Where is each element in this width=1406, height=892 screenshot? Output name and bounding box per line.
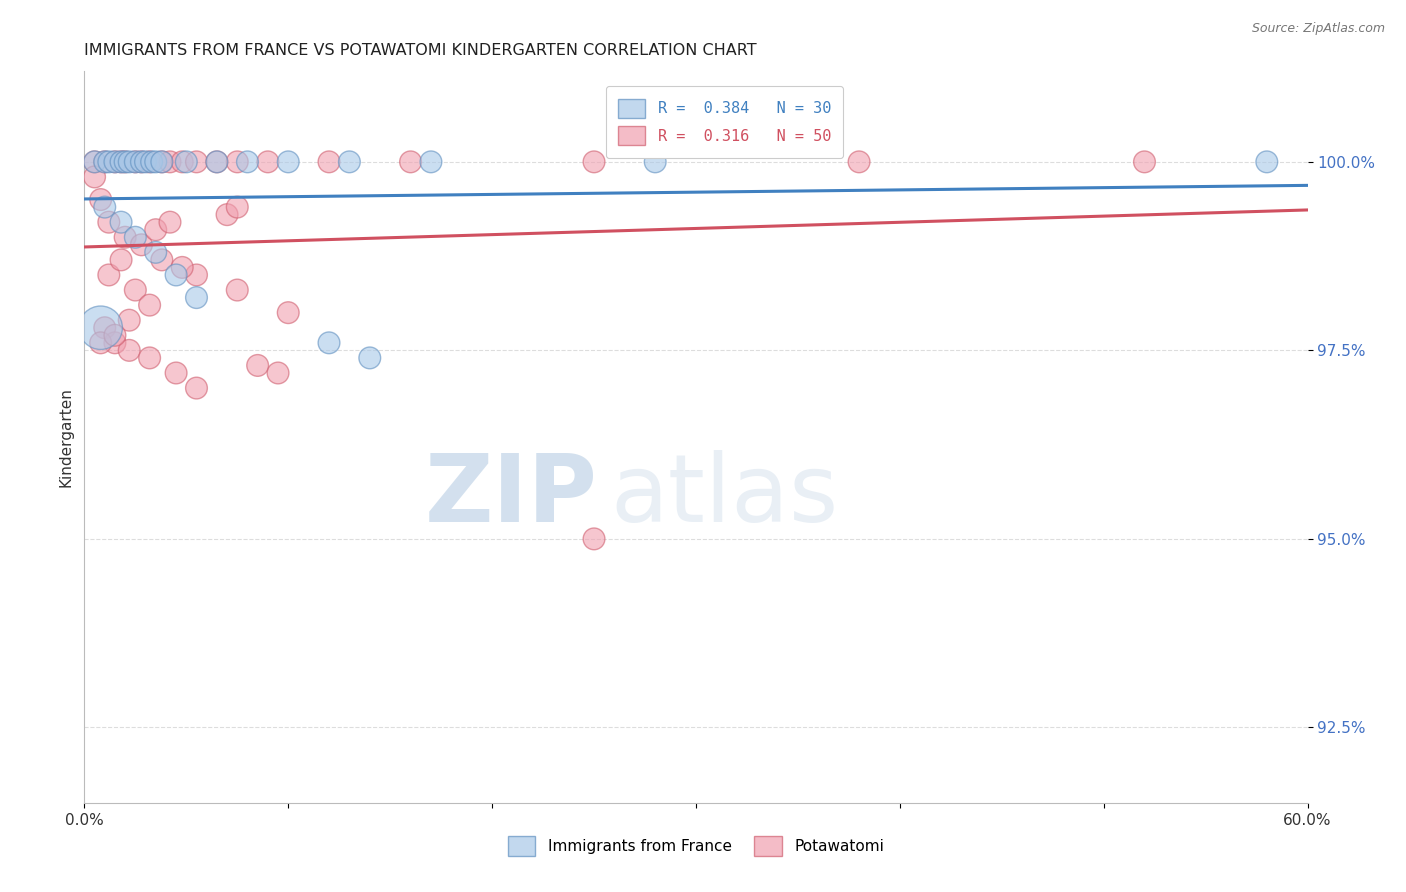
Point bbox=[118, 313, 141, 327]
Point bbox=[277, 306, 299, 320]
Point bbox=[110, 154, 132, 169]
Point bbox=[104, 335, 127, 350]
Point bbox=[114, 154, 136, 169]
Y-axis label: Kindergarten: Kindergarten bbox=[58, 387, 73, 487]
Point bbox=[644, 154, 666, 169]
Point bbox=[124, 283, 146, 297]
Point bbox=[1133, 154, 1156, 169]
Point bbox=[339, 154, 361, 169]
Text: ZIP: ZIP bbox=[425, 450, 598, 541]
Point bbox=[583, 154, 606, 169]
Point bbox=[110, 215, 132, 229]
Point bbox=[131, 237, 153, 252]
Point bbox=[186, 268, 208, 282]
Point bbox=[97, 154, 120, 169]
Point bbox=[318, 335, 340, 350]
Point bbox=[205, 154, 228, 169]
Point bbox=[246, 359, 269, 373]
Point bbox=[1256, 154, 1278, 169]
Point bbox=[848, 154, 870, 169]
Point bbox=[217, 208, 239, 222]
Point bbox=[118, 343, 141, 358]
Point bbox=[236, 154, 259, 169]
Point bbox=[145, 223, 167, 237]
Point bbox=[186, 291, 208, 305]
Point bbox=[318, 154, 340, 169]
Point bbox=[83, 154, 105, 169]
Point bbox=[359, 351, 381, 365]
Point bbox=[583, 532, 606, 546]
Text: Source: ZipAtlas.com: Source: ZipAtlas.com bbox=[1251, 22, 1385, 36]
Point bbox=[172, 154, 194, 169]
Point bbox=[150, 154, 173, 169]
Point bbox=[138, 154, 160, 169]
Point bbox=[97, 215, 120, 229]
Point bbox=[159, 154, 181, 169]
Point bbox=[145, 154, 167, 169]
Point bbox=[420, 154, 443, 169]
Point bbox=[124, 230, 146, 244]
Point bbox=[174, 154, 197, 169]
Point bbox=[226, 283, 249, 297]
Point bbox=[399, 154, 422, 169]
Point bbox=[186, 154, 208, 169]
Point bbox=[257, 154, 280, 169]
Point bbox=[145, 245, 167, 260]
Point bbox=[226, 154, 249, 169]
Point bbox=[138, 351, 160, 365]
Point bbox=[90, 320, 112, 334]
Point bbox=[226, 200, 249, 214]
Point bbox=[93, 200, 115, 214]
Point bbox=[93, 320, 115, 334]
Point bbox=[90, 193, 112, 207]
Point bbox=[97, 268, 120, 282]
Point bbox=[83, 169, 105, 184]
Point bbox=[114, 154, 136, 169]
Point bbox=[138, 298, 160, 312]
Point bbox=[150, 154, 173, 169]
Text: atlas: atlas bbox=[610, 450, 838, 541]
Point bbox=[172, 260, 194, 275]
Point bbox=[159, 215, 181, 229]
Point bbox=[135, 154, 157, 169]
Point bbox=[165, 366, 187, 380]
Point bbox=[93, 154, 115, 169]
Point bbox=[131, 154, 153, 169]
Legend: Immigrants from France, Potawatomi: Immigrants from France, Potawatomi bbox=[496, 824, 896, 868]
Point bbox=[186, 381, 208, 395]
Point bbox=[267, 366, 290, 380]
Point bbox=[104, 154, 127, 169]
Point bbox=[277, 154, 299, 169]
Point bbox=[110, 154, 132, 169]
Point bbox=[104, 328, 127, 343]
Text: IMMIGRANTS FROM FRANCE VS POTAWATOMI KINDERGARTEN CORRELATION CHART: IMMIGRANTS FROM FRANCE VS POTAWATOMI KIN… bbox=[84, 43, 756, 58]
Point bbox=[205, 154, 228, 169]
Point bbox=[124, 154, 146, 169]
Point bbox=[141, 154, 163, 169]
Point bbox=[83, 154, 105, 169]
Point bbox=[90, 335, 112, 350]
Point bbox=[150, 252, 173, 267]
Point bbox=[124, 154, 146, 169]
Point bbox=[131, 154, 153, 169]
Point bbox=[110, 252, 132, 267]
Point bbox=[114, 230, 136, 244]
Point bbox=[93, 154, 115, 169]
Point bbox=[118, 154, 141, 169]
Point bbox=[104, 154, 127, 169]
Point bbox=[165, 268, 187, 282]
